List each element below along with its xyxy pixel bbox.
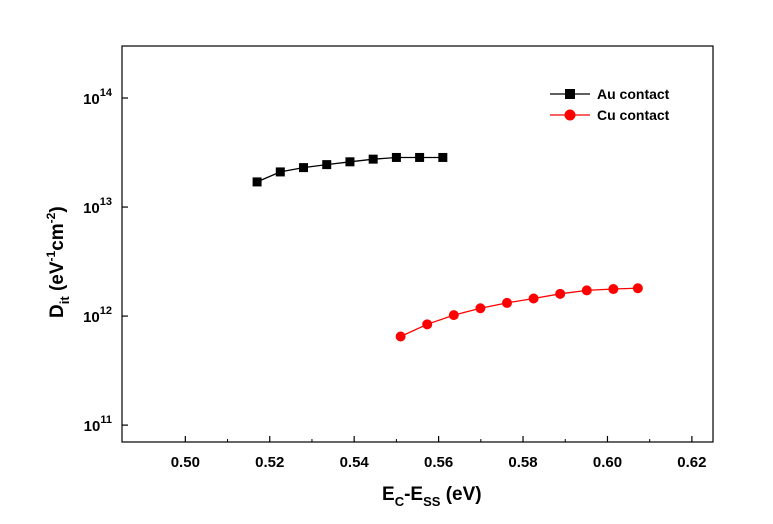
- x-axis: 0.50 0.52 0.54 0.56 0.58 0.60 0.62: [171, 436, 706, 471]
- x-tick-label: 0.60: [593, 454, 622, 471]
- x-tick-label: 0.50: [171, 454, 200, 471]
- data-point: [438, 152, 448, 162]
- y-tick-base: 10: [84, 418, 101, 435]
- y-tick-exponent: 11: [100, 414, 112, 426]
- y-tick-label: 1013: [83, 196, 112, 217]
- data-point: [395, 331, 406, 342]
- x-tick-label: 0.58: [508, 454, 537, 471]
- y-axis-title-sup1: -1: [44, 250, 58, 261]
- y-axis-title-mid: cm: [47, 223, 68, 250]
- data-point: [632, 283, 643, 294]
- y-axis-title-sub: it: [57, 296, 72, 305]
- x-axis-title: EC-ESS (eV): [382, 484, 482, 509]
- y-tick-base: 10: [83, 91, 100, 108]
- x-axis-title-main: E: [382, 484, 395, 505]
- y-axis-title-post: ): [47, 206, 68, 212]
- x-axis-title-sub2: SS: [423, 494, 441, 509]
- data-point: [415, 152, 425, 162]
- legend: Au contact Cu contact: [550, 86, 670, 123]
- x-tick-label: 0.54: [340, 454, 370, 471]
- data-point: [528, 293, 539, 304]
- data-point: [322, 160, 332, 170]
- legend-au-label: Au contact: [597, 86, 670, 102]
- legend-item-cu: Cu contact: [550, 107, 670, 123]
- data-point: [555, 288, 566, 299]
- y-tick-exponent: 12: [100, 305, 112, 317]
- x-axis-title-sub1: C: [395, 494, 405, 509]
- data-point: [368, 154, 378, 164]
- x-axis-title-unit: (eV): [440, 484, 481, 505]
- y-axis-title-main: D: [47, 304, 68, 318]
- data-point: [581, 285, 592, 296]
- y-tick-exponent: 14: [100, 87, 113, 99]
- data-point: [252, 177, 262, 187]
- data-point: [608, 284, 619, 295]
- data-point: [299, 163, 309, 173]
- series-line-1: [400, 287, 638, 338]
- x-tick-label: 0.52: [255, 454, 284, 471]
- data-point: [501, 297, 512, 308]
- y-tick-label: 1012: [83, 305, 112, 326]
- y-axis-title-pre: (eV: [47, 261, 68, 296]
- data-point: [391, 152, 401, 162]
- y-axis-title: Dit (eV-1cm-2): [44, 206, 72, 318]
- y-tick-base: 10: [83, 309, 100, 326]
- y-axis-title-sup2: -2: [44, 212, 58, 223]
- data-point: [275, 167, 285, 177]
- x-axis-title-dash: -E: [404, 484, 423, 505]
- data-point: [422, 319, 433, 330]
- legend-cu-label: Cu contact: [597, 107, 670, 123]
- legend-item-au: Au contact: [550, 86, 670, 102]
- plot-frame: [121, 45, 714, 443]
- series-layer: [252, 152, 643, 342]
- y-tick-base: 10: [83, 200, 100, 217]
- data-point: [448, 310, 459, 321]
- x-tick-label: 0.56: [424, 454, 453, 471]
- data-point: [475, 303, 486, 314]
- x-tick-label: 0.62: [677, 454, 706, 471]
- y-tick-label: 1014: [83, 87, 113, 108]
- y-tick-label: 1011: [84, 414, 112, 435]
- y-tick-exponent: 13: [100, 196, 112, 208]
- legend-au-marker: [565, 89, 575, 99]
- legend-cu-marker: [564, 109, 576, 121]
- data-point: [345, 157, 355, 167]
